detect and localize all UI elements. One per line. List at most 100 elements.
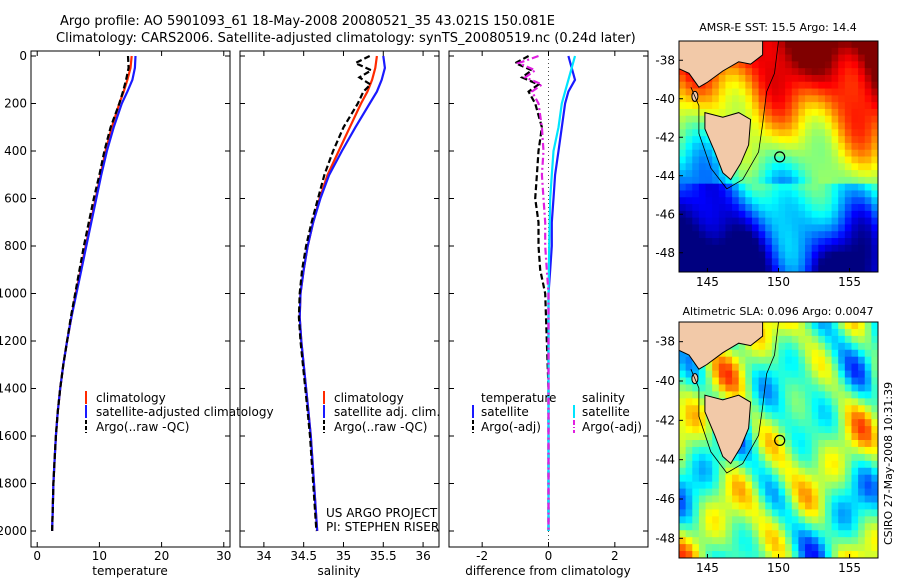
map-cell [765, 391, 773, 399]
map-cell [692, 446, 700, 455]
map-cell [844, 142, 853, 151]
map-cell [831, 88, 839, 96]
map-cell [785, 265, 793, 272]
map-cell [712, 502, 720, 511]
map-cell [864, 446, 872, 455]
map-cell [718, 108, 727, 117]
map-cell [824, 481, 833, 490]
map-cell [738, 342, 746, 351]
map-cell [698, 244, 707, 253]
map-cell [725, 176, 733, 185]
map-cell [685, 426, 693, 434]
map-cell [732, 238, 740, 246]
map-cell [692, 149, 700, 158]
map-cell [745, 377, 753, 386]
map-cell [758, 377, 766, 386]
map-cell [864, 129, 872, 137]
map-cell [679, 224, 687, 232]
map-cell [718, 95, 727, 103]
map-cell [844, 481, 853, 490]
map-cell [811, 530, 819, 538]
map-cell [685, 509, 693, 517]
map-cell [831, 349, 839, 358]
map-cell [824, 446, 833, 455]
map-cell [751, 460, 760, 469]
map-cell [771, 197, 780, 205]
map-cell [824, 398, 833, 406]
map-cell [798, 95, 806, 103]
map-cell [785, 516, 793, 524]
map-cell [785, 238, 793, 246]
map-cell [818, 446, 826, 455]
map-cell [785, 335, 793, 344]
map-cell [858, 405, 866, 413]
map-cell [838, 244, 846, 253]
map-cell [844, 190, 853, 198]
map-cell [851, 251, 859, 260]
map-cell [712, 156, 720, 164]
map-cell [732, 495, 740, 504]
map-cell [778, 61, 786, 69]
map-cell [838, 129, 846, 137]
map-cell [805, 433, 813, 441]
map-cell [685, 384, 693, 393]
map-cell [791, 122, 799, 130]
map-cell [732, 244, 740, 253]
map-cell [824, 453, 833, 462]
map-cell [851, 81, 859, 90]
map-cell [858, 544, 866, 552]
map-cell [758, 231, 766, 239]
map-cell [778, 537, 786, 545]
map-cell [679, 398, 687, 406]
map-cell [765, 41, 773, 49]
map-cell [858, 516, 866, 524]
map-cell [758, 102, 766, 110]
map-cell [758, 460, 766, 469]
map-cell [838, 446, 846, 455]
map-cell [864, 349, 872, 358]
map-cell [838, 370, 846, 379]
map-cell [698, 370, 707, 379]
map-cell [838, 88, 846, 96]
map-cell [692, 210, 700, 219]
map-cell [811, 54, 819, 62]
map-cell [864, 47, 872, 56]
map-cell [818, 54, 826, 62]
map-cell [824, 197, 833, 205]
map-cell [851, 156, 859, 164]
map-cell [692, 412, 700, 420]
map-cell [871, 440, 878, 448]
map-cell [778, 453, 786, 462]
map-cell [725, 68, 733, 76]
map-cell [831, 481, 839, 490]
map-cell [805, 322, 813, 330]
map-cell [838, 142, 846, 151]
map-cell [745, 204, 753, 212]
map-cell [864, 176, 872, 185]
map-cell [765, 210, 773, 219]
map-cell [791, 481, 799, 490]
map-cell [818, 231, 826, 239]
map-cell [858, 102, 866, 110]
map-cell [851, 377, 859, 386]
map-cell [778, 412, 786, 420]
map-cell [864, 217, 872, 226]
map-cell [805, 349, 813, 358]
map-cell [864, 426, 872, 434]
map-cell [778, 224, 786, 232]
map-cell [758, 495, 766, 504]
map-cell [791, 537, 799, 545]
map-cell [791, 265, 799, 272]
map-cell [858, 204, 866, 212]
map-cell [831, 41, 839, 49]
map-cell [725, 349, 733, 358]
map-cell [824, 176, 833, 185]
map-cell [738, 495, 746, 504]
map-cell [679, 244, 687, 253]
map-cell [838, 419, 846, 427]
map-cell [692, 217, 700, 226]
map-cell [718, 377, 727, 386]
map-cell [798, 412, 806, 420]
map-cell [858, 537, 866, 545]
map-cell [851, 322, 859, 330]
